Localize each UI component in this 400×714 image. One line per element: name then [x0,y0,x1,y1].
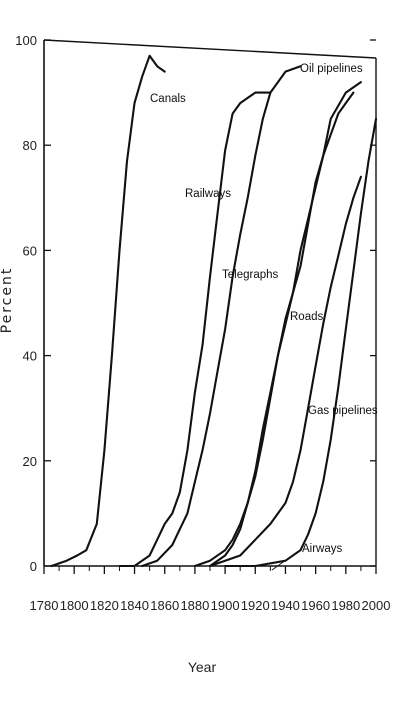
y-axis-title: Percent [0,267,15,334]
x-tick-label: 1980 [331,598,360,613]
series-line-telegraphs [141,65,302,568]
y-tick-label: 40 [23,349,37,364]
y-tick-label: 0 [30,559,37,574]
series-label-airways: Airways [302,543,343,555]
series-label-railways: Railways [185,188,231,200]
x-tick-label: 2000 [362,598,391,613]
series-label-canals: Canals [150,93,186,105]
series-label-gas-pipelines: Gas pipelines [308,405,378,417]
x-tick-label: 1860 [150,598,179,613]
series-label-roads: Roads [290,311,323,323]
x-tick-label: 1940 [271,598,300,613]
x-tick-label: 1960 [301,598,330,613]
x-tick-label: 1900 [211,598,240,613]
series-line-oil-pipelines [193,91,355,568]
series-line-gas-pipelines [208,175,362,568]
y-tick-label: 20 [23,454,37,469]
x-tick-label: 1780 [30,598,59,613]
plot-layer [50,54,378,568]
x-tick-label: 1820 [90,598,119,613]
airways-pointer-line [271,549,301,571]
y-tick-label: 80 [23,138,37,153]
series-labels-layer: Canals Railways Telegraphs Oil pipelines… [150,63,378,571]
x-axis-title: Year [188,659,217,675]
series-line-roads [208,81,362,568]
x-tick-label: 1840 [120,598,149,613]
x-tick-label: 1880 [180,598,209,613]
series-label-oil-pipelines: Oil pipelines [300,63,363,75]
y-tick-label: 100 [15,33,37,48]
series-label-telegraphs: Telegraphs [222,269,279,281]
axes-layer: 0 20 40 60 80 100 1780 1800 1820 1840 1860 1880 1900… [15,33,390,613]
series-line-canals [50,54,166,568]
x-tick-label: 1800 [60,598,89,613]
series-line-railways [118,91,272,568]
top-border-line [43,39,377,59]
y-tick-label: 60 [23,243,37,258]
x-tick-label: 1920 [241,598,270,613]
